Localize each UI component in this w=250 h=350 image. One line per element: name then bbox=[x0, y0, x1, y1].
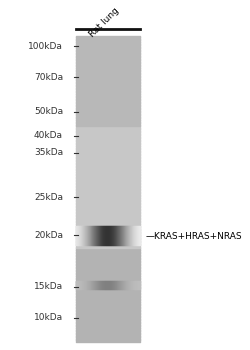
Text: —KRAS+HRAS+NRAS: —KRAS+HRAS+NRAS bbox=[146, 232, 242, 241]
Text: 50kDa: 50kDa bbox=[34, 107, 63, 116]
Text: 35kDa: 35kDa bbox=[34, 148, 63, 157]
Text: 10kDa: 10kDa bbox=[34, 313, 63, 322]
Text: 100kDa: 100kDa bbox=[28, 42, 63, 51]
Text: Rat lung: Rat lung bbox=[88, 6, 121, 39]
Text: 20kDa: 20kDa bbox=[34, 231, 63, 240]
Text: 40kDa: 40kDa bbox=[34, 131, 63, 140]
Text: 15kDa: 15kDa bbox=[34, 282, 63, 291]
Text: 70kDa: 70kDa bbox=[34, 73, 63, 82]
Text: 25kDa: 25kDa bbox=[34, 193, 63, 202]
